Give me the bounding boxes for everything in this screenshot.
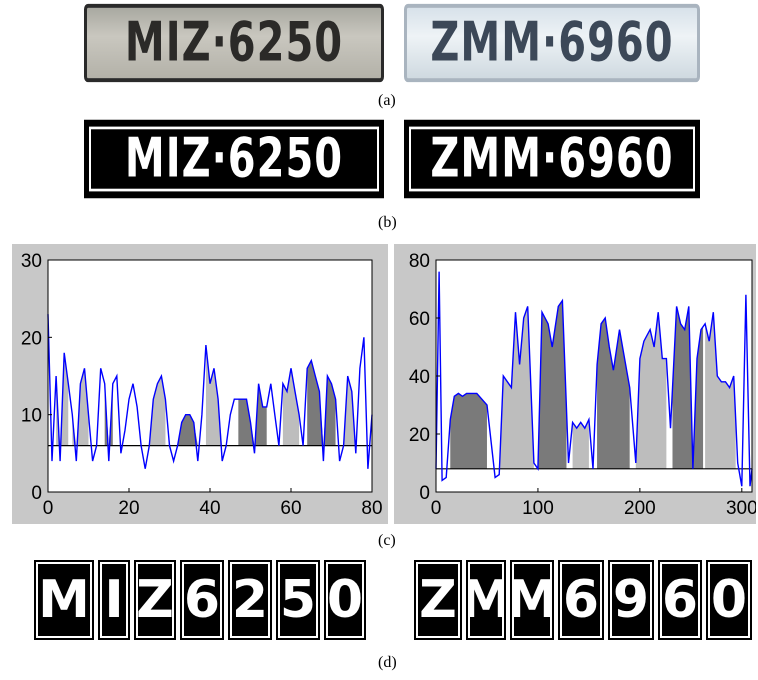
- shaded-region-7: [672, 306, 704, 469]
- shaded-region-8: [282, 368, 300, 446]
- caption-b: (b): [378, 214, 397, 231]
- projection-line: [47, 314, 373, 469]
- character-tile: Z: [134, 560, 176, 640]
- character-tile: 6: [658, 560, 702, 640]
- caption-d: (d): [378, 654, 397, 671]
- shaded-region-5: [597, 318, 630, 469]
- y-tick-label: 0: [419, 483, 430, 504]
- y-tick-label: 10: [21, 406, 42, 427]
- y-tick-label: 20: [409, 425, 430, 446]
- plate-text: ZMM·6960: [430, 127, 674, 191]
- x-tick-label: 80: [361, 498, 382, 519]
- character-tile: 0: [706, 560, 752, 640]
- plate-text: MIZ·6250: [124, 127, 344, 191]
- shaded-region-4: [141, 376, 166, 446]
- binarized-plate-left: MIZ·6250: [84, 119, 384, 199]
- x-tick-label: 20: [118, 498, 139, 519]
- shaded-region-1: [56, 352, 69, 446]
- projection-chart-left: 0 20 40 60 80 0 10 20 30: [21, 251, 383, 519]
- caption-a: (a): [378, 92, 396, 109]
- plate-text: ZMM·6960: [430, 11, 674, 75]
- license-plate-photo-left: MIZ·6250: [84, 3, 384, 83]
- x-tick-label: 0: [431, 498, 442, 519]
- projection-line: [435, 271, 753, 487]
- x-tick-label: 300: [726, 498, 756, 519]
- character-tile: 6: [180, 560, 224, 640]
- shaded-region-6: [635, 312, 667, 469]
- character-tile: 0: [324, 560, 366, 640]
- shaded-region-2: [72, 368, 89, 446]
- character-tile: 2: [228, 560, 272, 640]
- y-tick-label: 30: [21, 251, 42, 272]
- character-tile: I: [98, 560, 130, 640]
- license-plate-photo-right: ZMM·6960: [404, 3, 700, 83]
- y-tick-label: 80: [409, 251, 430, 272]
- x-tick-label: 60: [280, 498, 301, 519]
- shaded-region-6: [205, 345, 223, 446]
- character-tile: Z: [414, 560, 462, 640]
- shaded-region-4: [572, 419, 589, 469]
- character-tile: 9: [608, 560, 654, 640]
- character-tile: M: [34, 560, 94, 640]
- shaded-region-1: [450, 393, 487, 469]
- shaded-region-3: [537, 300, 567, 469]
- binarized-plate-right: ZMM·6960: [404, 119, 700, 199]
- y-tick-label: 20: [21, 328, 42, 349]
- plate-text: MIZ·6250: [124, 11, 344, 75]
- x-tick-label: 200: [624, 498, 656, 519]
- shaded-region-2: [499, 306, 534, 469]
- x-tick-label: 40: [199, 498, 220, 519]
- y-tick-label: 60: [409, 309, 430, 330]
- x-tick-label: 100: [522, 498, 554, 519]
- character-tile: M: [506, 560, 558, 640]
- shaded-region-9: [307, 360, 336, 446]
- character-tile: 6: [558, 560, 604, 640]
- character-tile: 5: [276, 560, 320, 640]
- x-tick-label: 0: [43, 498, 54, 519]
- caption-c: (c): [378, 532, 396, 549]
- shaded-region-8: [705, 312, 736, 469]
- y-tick-label: 0: [31, 483, 42, 504]
- y-tick-label: 40: [409, 367, 430, 388]
- character-tile: M: [460, 560, 512, 640]
- projection-chart-right: 0 100 200 300 0 20 40 60 80: [409, 251, 756, 519]
